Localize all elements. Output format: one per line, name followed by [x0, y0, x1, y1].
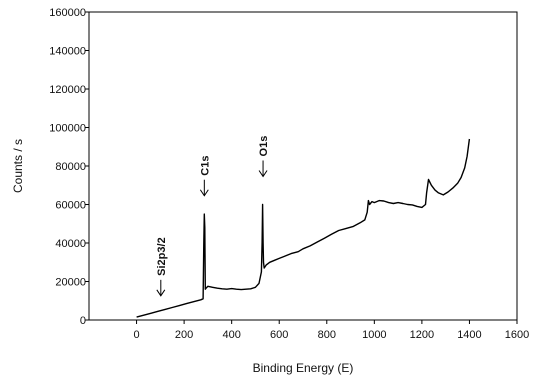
annotation: Si2p3/2 — [156, 237, 168, 297]
y-tick-label: 100000 — [49, 123, 86, 135]
x-tick-label: 200 — [175, 329, 193, 341]
annotation: O1s — [258, 136, 270, 178]
annotation-label: O1s — [258, 136, 270, 157]
down-arrow-icon — [258, 170, 268, 178]
x-tick-label: 1200 — [410, 329, 434, 341]
annotation-label: Si2p3/2 — [156, 237, 168, 276]
annotation-label: C1s — [199, 156, 211, 176]
x-tick-label: 400 — [222, 329, 240, 341]
peak-annotations: Si2p3/2 C1s O1s — [156, 136, 270, 297]
x-axis: 0 200 400 600 800 1000 1200 1400 1600 — [133, 320, 529, 341]
x-tick-label: 1600 — [505, 329, 529, 341]
y-tick-label: 120000 — [49, 84, 86, 96]
y-tick-label: 0 — [80, 315, 86, 327]
y-axis-title: Counts / s — [11, 139, 25, 193]
y-axis: 0 20000 40000 60000 80000 100000 120000 140000 1… — [49, 7, 89, 327]
x-tick-label: 1000 — [362, 329, 386, 341]
y-tick-label: 140000 — [49, 46, 86, 58]
y-tick-label: 160000 — [49, 7, 86, 19]
series-layer — [136, 138, 471, 318]
x-tick-label: 1400 — [457, 329, 481, 341]
x-tick-label: 600 — [270, 329, 288, 341]
plot-border — [88, 11, 518, 321]
y-tick-label: 80000 — [55, 161, 86, 173]
x-tick-label: 800 — [318, 329, 336, 341]
spectrum-line — [136, 138, 471, 318]
x-axis-title: Binding Energy (E) — [253, 361, 354, 375]
plot-frame — [88, 11, 518, 321]
y-tick-label: 60000 — [55, 200, 86, 212]
down-arrow-icon — [199, 189, 209, 197]
x-tick-label: 0 — [133, 329, 139, 341]
annotation: C1s — [199, 156, 211, 197]
down-arrow-icon — [156, 289, 166, 297]
y-tick-label: 40000 — [55, 238, 86, 250]
y-tick-label: 20000 — [55, 277, 86, 289]
